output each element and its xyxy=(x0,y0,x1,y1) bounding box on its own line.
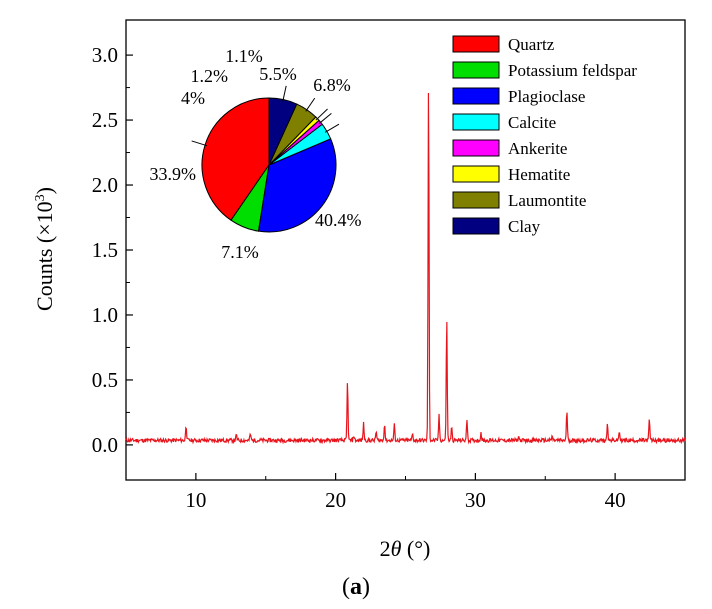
legend-swatch xyxy=(452,139,500,157)
legend-label: Potassium feldspar xyxy=(508,61,637,80)
x-tick-label: 40 xyxy=(605,488,626,512)
legend-label: Calcite xyxy=(508,113,556,132)
pie-slice-label: 4% xyxy=(181,88,205,108)
pie-leader-line xyxy=(318,112,332,124)
x-tick-label: 10 xyxy=(185,488,206,512)
legend-swatch xyxy=(452,61,500,79)
pie-slice-label: 5.5% xyxy=(259,64,297,84)
pie-slice xyxy=(257,138,337,233)
legend-label: Ankerite xyxy=(508,139,567,158)
legend-label: Clay xyxy=(508,217,541,236)
y-tick-label: 0.0 xyxy=(92,433,118,457)
y-tick-label: 3.0 xyxy=(92,43,118,67)
pie-slice-label: 6.8% xyxy=(313,75,351,95)
legend-swatch xyxy=(452,217,500,235)
pie-slice-label: 33.9% xyxy=(150,164,197,184)
legend-swatch xyxy=(452,165,500,183)
axis-tick-labels: 10 20 30 40 0.0 0.5 1.0 1.5 2.0 2.5 3.0 xyxy=(92,43,626,512)
axis-ticks xyxy=(125,54,686,480)
pie-slice-label: 40.4% xyxy=(315,210,362,230)
pie-leader-line xyxy=(315,108,328,121)
xrd-pattern xyxy=(125,93,686,445)
pie-leader-line xyxy=(282,85,287,102)
legend-swatch xyxy=(452,35,500,53)
legend-label: Laumontite xyxy=(508,191,586,210)
pie-leader-line xyxy=(305,97,316,112)
legend: Quartz Potassium feldspar Plagioclase Calci… xyxy=(452,35,637,236)
x-tick-label: 20 xyxy=(325,488,346,512)
pie-leader-line xyxy=(191,140,208,147)
pie-slice-label: 1.1% xyxy=(225,46,263,66)
y-tick-label: 2.5 xyxy=(92,108,118,132)
pie-chart xyxy=(201,97,337,233)
legend-swatch xyxy=(452,87,500,105)
pie-slice-label: 7.1% xyxy=(221,242,259,262)
legend-swatch xyxy=(452,113,500,131)
x-tick-label: 30 xyxy=(465,488,486,512)
pie-slice-label: 1.2% xyxy=(191,66,229,86)
figure-caption: (a) xyxy=(342,574,370,600)
legend-label: Quartz xyxy=(508,35,555,54)
y-tick-label: 1.5 xyxy=(92,238,118,262)
legend-swatch xyxy=(452,191,500,209)
y-tick-label: 0.5 xyxy=(92,368,118,392)
y-tick-label: 1.0 xyxy=(92,303,118,327)
pie-labels: 40.4% 7.1% 33.9% 4%1.2%1.1%5.5% 6.8% xyxy=(150,46,362,262)
legend-label: Plagioclase xyxy=(508,87,585,106)
y-tick-label: 2.0 xyxy=(92,173,118,197)
xrd-trace xyxy=(125,93,686,445)
legend-label: Hematite xyxy=(508,165,570,184)
x-axis-title: 2θ (°) xyxy=(380,536,431,561)
pie-leader-line xyxy=(324,123,340,133)
y-axis-title: Counts (×103) xyxy=(32,187,57,311)
